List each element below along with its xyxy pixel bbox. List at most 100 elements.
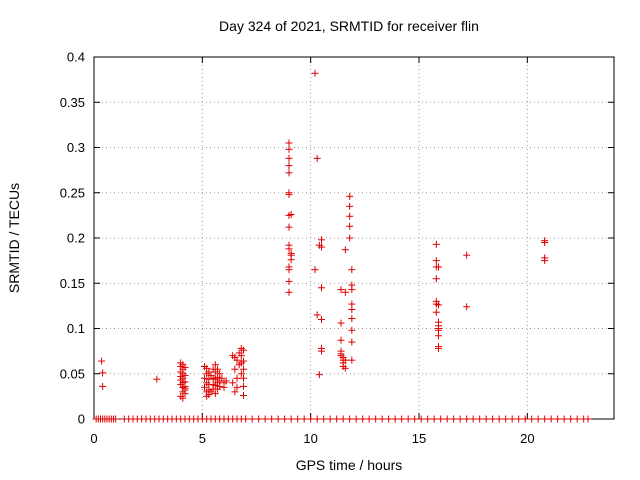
data-point bbox=[495, 415, 503, 423]
data-point bbox=[432, 275, 440, 283]
y-tick-label: 0.1 bbox=[67, 321, 85, 336]
data-point bbox=[285, 288, 293, 296]
data-point bbox=[541, 415, 549, 423]
data-point bbox=[313, 311, 321, 319]
data-point bbox=[411, 415, 419, 423]
data-point bbox=[285, 145, 293, 153]
data-point bbox=[211, 390, 219, 398]
data-point bbox=[508, 415, 516, 423]
data-point bbox=[435, 301, 442, 309]
data-point bbox=[385, 415, 393, 423]
data-point bbox=[240, 382, 247, 390]
y-tick-label: 0 bbox=[78, 412, 85, 427]
y-tick-labels: 0 0.05 0.1 0.15 0.2 0.25 0.3 0.35 0.4 bbox=[60, 50, 85, 427]
data-point bbox=[489, 415, 497, 423]
data-point bbox=[268, 415, 276, 423]
x-tick-label: 10 bbox=[303, 431, 317, 446]
data-point bbox=[417, 415, 425, 423]
data-point bbox=[348, 305, 356, 313]
data-point bbox=[339, 415, 347, 423]
data-point bbox=[346, 222, 354, 230]
data-point bbox=[285, 191, 293, 199]
data-point bbox=[181, 384, 189, 392]
data-point bbox=[476, 415, 484, 423]
data-point bbox=[567, 415, 575, 423]
data-point bbox=[318, 236, 325, 244]
data-point bbox=[372, 415, 380, 423]
y-axis-label: SRMTID / TECUs bbox=[6, 183, 22, 293]
data-point bbox=[348, 338, 356, 346]
data-point bbox=[391, 415, 399, 423]
data-point bbox=[240, 374, 247, 382]
data-point bbox=[216, 370, 224, 378]
data-point bbox=[435, 344, 442, 352]
data-point bbox=[515, 415, 523, 423]
data-point bbox=[240, 391, 247, 399]
data-point bbox=[432, 257, 440, 265]
data-point bbox=[201, 383, 208, 391]
tick-marks bbox=[93, 56, 614, 420]
data-point bbox=[222, 377, 230, 385]
data-point bbox=[541, 239, 549, 247]
data-point bbox=[281, 415, 289, 423]
data-point bbox=[240, 346, 247, 354]
data-point bbox=[352, 415, 360, 423]
data-point bbox=[528, 415, 536, 423]
data-point bbox=[359, 415, 367, 423]
data-point bbox=[404, 415, 412, 423]
data-point bbox=[237, 352, 245, 360]
data-point bbox=[365, 415, 373, 423]
data-point bbox=[318, 347, 325, 355]
data-point bbox=[98, 357, 106, 365]
data-point bbox=[112, 415, 120, 423]
data-point bbox=[547, 415, 555, 423]
x-tick-label: 0 bbox=[90, 431, 97, 446]
data-point bbox=[341, 356, 349, 364]
data-point bbox=[430, 415, 438, 423]
data-point bbox=[179, 394, 187, 402]
data-point bbox=[341, 246, 349, 254]
data-point bbox=[307, 415, 315, 423]
data-point bbox=[341, 364, 349, 372]
data-point bbox=[318, 284, 325, 292]
data-point bbox=[337, 336, 345, 344]
data-point bbox=[274, 415, 282, 423]
data-point bbox=[348, 286, 356, 294]
data-point bbox=[573, 415, 581, 423]
data-point bbox=[348, 326, 356, 334]
data-point bbox=[318, 315, 325, 323]
data-point bbox=[450, 415, 458, 423]
data-point bbox=[432, 240, 440, 248]
data-point bbox=[313, 415, 321, 423]
data-point bbox=[346, 415, 354, 423]
data-point bbox=[237, 370, 245, 378]
data-point bbox=[584, 415, 592, 423]
data-point bbox=[287, 249, 295, 257]
data-point bbox=[521, 415, 529, 423]
x-tick-label: 15 bbox=[412, 431, 426, 446]
data-point bbox=[99, 369, 107, 377]
y-tick-label: 0.4 bbox=[67, 50, 85, 65]
data-point bbox=[348, 356, 356, 364]
data-point bbox=[201, 374, 208, 382]
data-point bbox=[346, 192, 354, 200]
x-tick-label: 20 bbox=[520, 431, 534, 446]
data-point bbox=[346, 202, 354, 210]
data-point bbox=[285, 154, 293, 162]
data-point bbox=[435, 263, 442, 271]
data-point bbox=[287, 210, 295, 218]
data-point bbox=[313, 154, 321, 162]
data-point bbox=[348, 266, 356, 274]
data-point bbox=[285, 223, 293, 231]
data-point bbox=[242, 415, 250, 423]
data-point bbox=[99, 382, 107, 390]
data-point bbox=[348, 315, 356, 323]
data-point bbox=[424, 415, 432, 423]
data-point bbox=[214, 365, 221, 373]
data-point bbox=[502, 415, 510, 423]
x-tick-label: 5 bbox=[199, 431, 206, 446]
data-point bbox=[333, 415, 341, 423]
data-point bbox=[320, 415, 328, 423]
data-point bbox=[435, 332, 442, 340]
